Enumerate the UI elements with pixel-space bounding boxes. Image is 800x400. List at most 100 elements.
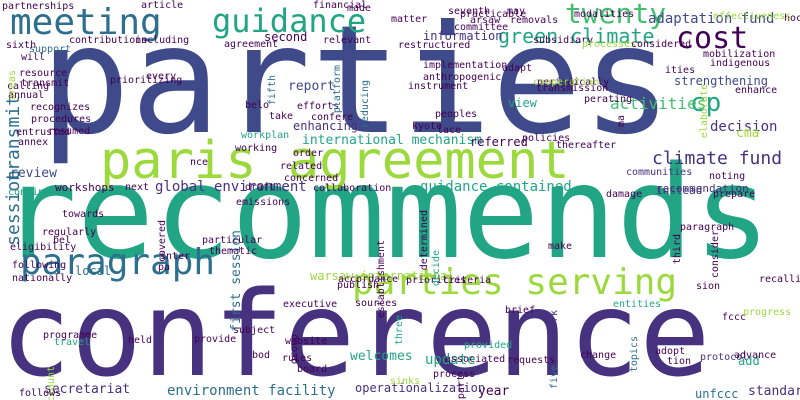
cloud-word: made — [347, 3, 372, 14]
cloud-word: considered — [631, 39, 692, 50]
cloud-word: paragraph — [20, 242, 216, 283]
cloud-word: inter — [160, 251, 191, 262]
cloud-word: recommends — [0, 139, 771, 288]
cloud-word: twenty — [565, 0, 667, 30]
cloud-word: related — [280, 161, 323, 172]
cloud-word: topics — [629, 336, 640, 373]
cloud-word: annex — [18, 137, 49, 148]
cloud-word: update — [425, 352, 476, 368]
cloud-word: following — [12, 260, 67, 271]
cloud-word: regularly — [42, 227, 97, 238]
cloud-word: including — [135, 35, 190, 46]
cloud-word: kyoto — [412, 121, 443, 132]
cloud-word: arsaw — [470, 15, 501, 26]
cloud-word: cooperation — [533, 77, 600, 88]
cloud-word: follows — [19, 388, 62, 399]
cloud-word: recalling — [759, 274, 800, 285]
cloud-word: next — [125, 182, 150, 193]
cloud-word: sources — [355, 298, 398, 309]
cloud-word: part — [456, 375, 467, 400]
cloud-word: paragraph — [680, 222, 735, 233]
cloud-word: seventh — [448, 6, 491, 17]
cloud-word: provided — [464, 340, 513, 351]
cloud-word: paris agreement — [100, 131, 570, 191]
cloud-word: article — [141, 0, 184, 11]
cloud-word: enhancing — [293, 119, 359, 133]
cloud-word: elaborate — [699, 84, 710, 139]
cloud-word: damage — [606, 189, 643, 200]
cloud-word: priorities — [406, 275, 467, 286]
cloud-word: third — [672, 234, 683, 265]
cloud-word: progress — [743, 307, 792, 318]
cloud-word: cp — [690, 88, 722, 118]
cloud-word: secretariat — [44, 382, 131, 397]
cloud-word: take — [269, 111, 294, 122]
cloud-word: towards — [62, 209, 105, 220]
cloud-word: reducing — [360, 80, 371, 129]
cloud-word: annual — [8, 90, 45, 101]
cloud-word: agreement — [224, 39, 279, 50]
cloud-word: second — [264, 30, 308, 44]
cloud-word: website — [285, 336, 328, 347]
cloud-word: fifth — [267, 75, 278, 106]
cloud-word: warsaw international — [310, 269, 455, 283]
cloud-word: areas — [7, 70, 18, 101]
cloud-word: bod — [252, 350, 271, 361]
cloud-word: eligibility — [10, 242, 77, 253]
cloud-word: travel — [54, 337, 91, 348]
cloud-word: climate fund — [652, 148, 783, 169]
cloud-word: concerned — [284, 173, 339, 184]
cloud-word: enhance — [735, 85, 778, 96]
cloud-word: recognizes — [30, 102, 91, 113]
cloud-word: rules — [282, 353, 313, 364]
cloud-word: committee — [454, 22, 509, 33]
cloud-word: mobilization — [703, 49, 776, 60]
cloud-word: financial — [313, 0, 368, 11]
cloud-word: confere — [311, 112, 354, 123]
cloud-word: operationalization — [355, 381, 486, 395]
cloud-word: change — [580, 350, 617, 361]
cloud-word: ities — [665, 65, 696, 76]
cloud-word: working — [235, 143, 278, 154]
cloud-word: accordance — [338, 274, 399, 285]
cloud-word: procedures — [31, 114, 92, 125]
cloud-word: advance — [734, 350, 777, 361]
cloud-word: decision — [710, 119, 778, 135]
cloud-word: parties serving — [352, 262, 678, 303]
cloud-word: environment facility — [167, 383, 336, 399]
cloud-word: make — [548, 241, 573, 252]
cloud-word: indigenous — [710, 58, 771, 69]
cloud-word: programme — [43, 330, 98, 341]
cloud-word: guidance — [212, 2, 367, 40]
cloud-word: calling — [7, 81, 50, 92]
cloud-word: information — [423, 29, 503, 43]
cloud-word: will — [21, 52, 46, 63]
cloud-word: order — [293, 148, 324, 159]
cloud-word: lace — [437, 125, 462, 136]
cloud-word: protocol — [700, 352, 749, 363]
cloud-word: green climate — [498, 24, 655, 48]
cloud-word: workshops — [55, 181, 115, 194]
cloud-word: workplan — [241, 130, 290, 141]
cloud-word: bel — [53, 235, 72, 246]
cloud-word: prioritizing — [110, 75, 183, 86]
cloud-word: adapt — [502, 63, 533, 74]
cloud-word: three — [394, 315, 405, 346]
cloud-word: decide — [431, 250, 442, 287]
cloud-word: activities — [610, 94, 707, 113]
cloud-word: draft — [245, 182, 276, 193]
cloud-word: entrusted — [16, 127, 71, 138]
cloud-word: criteria — [443, 275, 492, 286]
cloud-word: may — [507, 6, 526, 17]
cloud-word: platform — [332, 65, 343, 114]
cloud-word: held — [128, 335, 153, 346]
cloud-word: perating — [584, 94, 633, 105]
cloud-word: local — [75, 264, 112, 278]
cloud-word: nationally — [12, 273, 73, 284]
cloud-word: requests — [507, 355, 556, 366]
cloud-word: removals — [510, 15, 559, 26]
cloud-word: unfccc — [695, 387, 739, 400]
cloud-word: noting — [709, 171, 746, 182]
cloud-word: prepare — [713, 189, 756, 200]
